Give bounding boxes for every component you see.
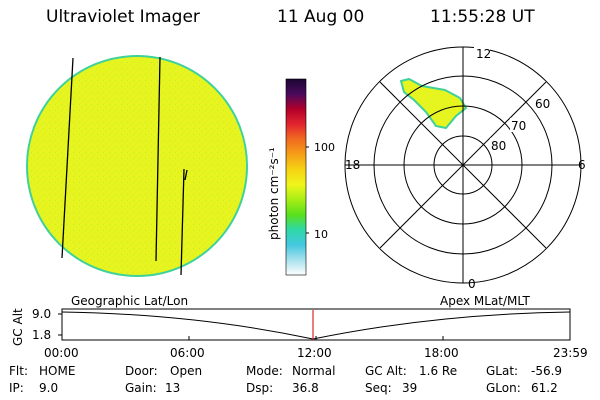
- time-tick-0000: 00:00: [44, 346, 79, 360]
- image-stripe: [61, 57, 74, 259]
- y-tick-label-9: 9.0: [32, 307, 51, 321]
- status-dsp-key: Dsp:: [246, 381, 274, 395]
- status-gain-val: 13: [165, 381, 181, 395]
- time-tick-1200: 12:00: [297, 346, 332, 360]
- status-glat-key: GLat:: [486, 364, 519, 378]
- gc-alt-axis-label: GC Alt: [11, 308, 25, 346]
- date-label: 11 Aug 00: [277, 7, 365, 27]
- mlt-label-12: 12: [476, 47, 491, 61]
- status-seq-val: 39: [402, 381, 418, 395]
- lat-label-80: 80: [491, 139, 506, 153]
- status-flt-val: HOME: [39, 364, 76, 378]
- status-door-val: Open: [170, 364, 203, 378]
- geographic-label: Geographic Lat/Lon: [71, 294, 188, 308]
- status-glat-val: -56.9: [531, 364, 563, 378]
- mlt-label-0: 0: [468, 277, 476, 291]
- colorbar-tick-100: 100: [314, 141, 335, 154]
- colorbar: 100 10 photon cm⁻²s⁻¹: [267, 78, 335, 276]
- time-tick-0600: 06:00: [170, 346, 205, 360]
- time-tick-1800: 18:00: [424, 346, 459, 360]
- earth-disk: [26, 55, 248, 277]
- instrument-title: Ultraviolet Imager: [46, 7, 200, 27]
- status-seq-key: Seq:: [365, 381, 392, 395]
- colorbar-unit-label: photon cm⁻²s⁻¹: [267, 147, 281, 240]
- image-stripe: [180, 168, 185, 276]
- status-ip-val: 9.0: [39, 381, 59, 395]
- label-bg: [510, 118, 530, 132]
- status-gcalt-key: GC Alt:: [365, 364, 407, 378]
- label-bg: [490, 138, 510, 152]
- label-bg: [534, 96, 554, 110]
- polar-diagonal: [379, 81, 547, 249]
- status-ip-key: IP:: [9, 381, 24, 395]
- status-glon-val: 61.2: [531, 381, 558, 395]
- colorbar-tick-10: 10: [314, 228, 328, 241]
- status-dsp-val: 36.8: [292, 381, 319, 395]
- mlt-label-18: 18: [345, 158, 360, 172]
- mlt-label-6: 6: [578, 158, 586, 172]
- time-tick-2359: 23:59: [553, 346, 588, 360]
- status-flt-key: Flt:: [9, 364, 28, 378]
- polar-plot: 12 6 0 18 60 70 80: [344, 46, 586, 291]
- status-door-key: Door:: [125, 364, 158, 378]
- lat-label-60: 60: [535, 97, 550, 111]
- auroral-region: [399, 77, 468, 130]
- label-bg: [474, 47, 490, 60]
- time-label: 11:55:28 UT: [430, 7, 535, 27]
- status-mode-key: Mode:: [246, 364, 283, 378]
- y-tick-label-1-8: 1.8: [32, 328, 51, 342]
- orbit-frame: [61, 308, 571, 341]
- image-stripe: [155, 56, 161, 262]
- lat-label-70: 70: [511, 119, 526, 133]
- status-glon-key: GLon:: [486, 381, 521, 395]
- status-gain-key: Gain:: [125, 381, 157, 395]
- uv-image: [26, 55, 248, 277]
- image-stripe: [184, 169, 188, 181]
- apex-label: Apex MLat/MLT: [440, 294, 530, 308]
- status-mode-val: Normal: [292, 364, 336, 378]
- orbit-strip: Geographic Lat/Lon Apex MLat/MLT GC Alt …: [11, 294, 571, 346]
- status-gcalt-val: 1.6 Re: [419, 364, 458, 378]
- colorbar-gradient: [285, 78, 307, 276]
